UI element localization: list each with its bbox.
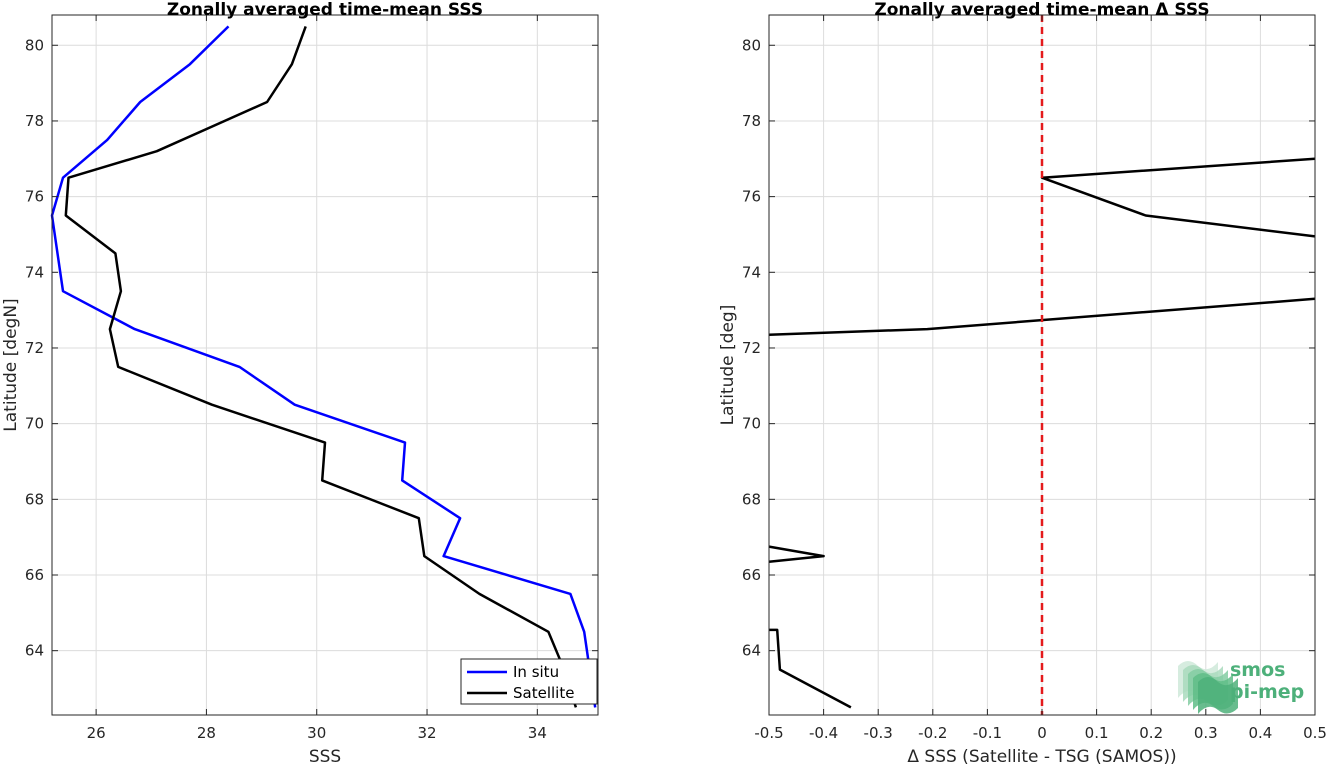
x-tick-label: 30 (307, 724, 326, 742)
series-line-1-1 (768, 297, 1316, 336)
y-tick-label: 76 (742, 188, 761, 206)
x-tick-label: 0.3 (1194, 724, 1218, 742)
right-x-axis-label: Δ SSS (Satellite - TSG (SAMOS)) (907, 747, 1176, 765)
x-tick-label: 26 (87, 724, 106, 742)
y-tick-label: 74 (25, 263, 44, 281)
left-y-axis-label: Latitude [degN] (1, 298, 21, 431)
series-line-1-3 (769, 628, 852, 709)
y-tick-label: 80 (25, 36, 44, 54)
legend-label-satellite: Satellite (513, 684, 574, 702)
x-tick-label: 0.2 (1139, 724, 1163, 742)
left-x-axis-label: SSS (309, 747, 341, 765)
y-tick-label: 72 (25, 339, 44, 357)
series-line-1-2 (768, 545, 825, 564)
x-tick-label: -0.3 (864, 724, 893, 742)
y-tick-label: 68 (742, 490, 761, 508)
legend-label-in-situ: In situ (513, 663, 559, 681)
x-tick-label: 0.1 (1085, 724, 1109, 742)
x-tick-label: 28 (197, 724, 216, 742)
x-tick-label: -0.4 (809, 724, 838, 742)
logo-line-2: pi-mep (1230, 681, 1304, 703)
logo-wave-icon (1178, 661, 1238, 714)
x-tick-label: 0.5 (1303, 724, 1327, 742)
left-grid (52, 15, 598, 715)
y-tick-label: 64 (25, 642, 44, 660)
smos-pi-mep-logo: smos pi-mep (1178, 659, 1304, 714)
y-tick-label: 72 (742, 339, 761, 357)
x-tick-label: 0.4 (1248, 724, 1272, 742)
right-ticks: -0.5 -0.4 -0.3 -0.2 -0.1 0 0.1 0.2 0.3 0.4 0.5 64 66… (742, 15, 1327, 742)
y-tick-label: 66 (742, 566, 761, 584)
x-tick-label: -0.1 (973, 724, 1002, 742)
left-series (50, 25, 597, 708)
left-plot-frame (51, 14, 599, 716)
y-tick-label: 78 (25, 112, 44, 130)
y-tick-label: 76 (25, 188, 44, 206)
plot-background (52, 15, 598, 715)
right-chart-title: Zonally averaged time-mean Δ SSS (874, 0, 1209, 20)
y-tick-label: 66 (25, 566, 44, 584)
series-line-1-0 (1040, 157, 1316, 238)
right-chart-panel: -0.5 -0.4 -0.3 -0.2 -0.1 0 0.1 0.2 0.3 0.4 0.5 64 66… (718, 0, 1327, 765)
y-tick-label: 70 (742, 415, 761, 433)
x-tick-label: -0.2 (918, 724, 947, 742)
x-tick-label: -0.5 (754, 724, 783, 742)
logo-line-1: smos (1230, 659, 1285, 681)
y-tick-label: 78 (742, 112, 761, 130)
left-ticks: 26 28 30 32 34 64 66 68 70 72 74 76 78 80 (25, 15, 598, 742)
left-chart-panel: 26 28 30 32 34 64 66 68 70 72 74 76 78 80 Zonally ave… (1, 0, 599, 765)
y-tick-label: 80 (742, 36, 761, 54)
legend: In situ Satellite (460, 658, 598, 705)
series-line-satellite (64, 25, 578, 708)
right-series (768, 157, 1316, 709)
x-tick-label: 32 (417, 724, 436, 742)
left-chart-title: Zonally averaged time-mean SSS (167, 0, 483, 20)
y-tick-label: 70 (25, 415, 44, 433)
y-tick-label: 68 (25, 490, 44, 508)
logo-wave-layer (1198, 677, 1238, 714)
y-tick-label: 64 (742, 642, 761, 660)
x-tick-label: 34 (528, 724, 547, 742)
right-y-axis-label: Latitude [deg] (718, 305, 738, 426)
x-tick-label: 0 (1037, 724, 1047, 742)
legend-box (460, 658, 598, 705)
y-tick-label: 74 (742, 263, 761, 281)
series-line-in-situ (50, 25, 597, 708)
